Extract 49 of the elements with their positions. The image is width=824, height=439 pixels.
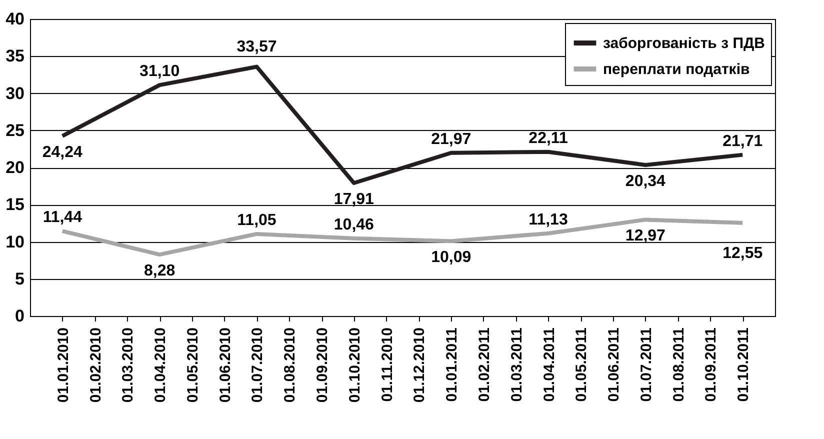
data-label: 33,57 [236, 38, 277, 56]
data-label: 11,13 [528, 211, 568, 228]
x-tick-label: 01.10.2010 [346, 328, 364, 403]
x-tick-label: 01.07.2011 [638, 328, 655, 402]
y-tick-label: 10 [6, 232, 24, 252]
legend-label: переплати податків [603, 61, 750, 78]
y-tick-label: 15 [6, 195, 24, 214]
y-tick-label: 20 [6, 158, 24, 177]
data-label: 21,71 [722, 132, 763, 150]
data-label: 10,46 [334, 216, 374, 234]
y-tick-label: 35 [6, 46, 24, 66]
data-label: 17,91 [334, 191, 374, 208]
x-tick-label: 01.02.2011 [476, 328, 493, 402]
x-tick-label: 01.12.2010 [411, 328, 428, 403]
y-tick-label: 30 [6, 84, 24, 103]
data-label: 31,10 [140, 63, 180, 80]
data-label: 22,11 [528, 130, 568, 147]
data-label: 10,09 [431, 249, 472, 266]
x-tick-label: 01.02.2010 [87, 328, 104, 403]
x-tick-label: 01.09.2010 [314, 328, 332, 403]
data-label: 20,34 [625, 172, 666, 190]
x-tick-label: 01.08.2010 [282, 328, 299, 403]
x-tick-label: 01.05.2010 [184, 328, 202, 403]
x-tick-label: 01.10.2011 [735, 328, 752, 402]
data-label: 12,55 [722, 244, 763, 262]
data-label: 11,05 [237, 212, 276, 229]
y-tick-label: 25 [6, 120, 24, 140]
x-tick-label: 01.03.2011 [508, 328, 526, 402]
x-tick-label: 01.11.2010 [378, 328, 396, 402]
y-tick-label: 5 [15, 269, 24, 288]
x-tick-label: 01.01.2010 [54, 328, 72, 403]
x-tick-label: 01.04.2011 [540, 328, 558, 402]
x-tick-label: 01.03.2010 [120, 328, 137, 403]
data-label: 21,97 [431, 130, 472, 148]
data-label: 24,24 [42, 144, 83, 162]
y-tick-label: 40 [6, 10, 24, 28]
x-tick-label: 01.07.2010 [249, 328, 266, 403]
data-label: 11,44 [42, 209, 82, 226]
x-tick-label: 01.08.2011 [670, 328, 688, 402]
x-tick-label: 01.09.2011 [702, 328, 720, 402]
x-tick-label: 01.04.2010 [152, 328, 170, 403]
x-tick-label: 01.06.2010 [216, 328, 234, 403]
data-label: 8,28 [144, 262, 176, 280]
x-tick-label: 01.05.2011 [573, 328, 590, 402]
legend-label: заборгованість з ПДВ [603, 35, 766, 52]
y-tick-label: 0 [15, 306, 24, 326]
x-tick-label: 01.06.2011 [606, 328, 623, 402]
data-label: 12,97 [625, 228, 666, 245]
x-tick-label: 01.01.2011 [444, 328, 461, 402]
